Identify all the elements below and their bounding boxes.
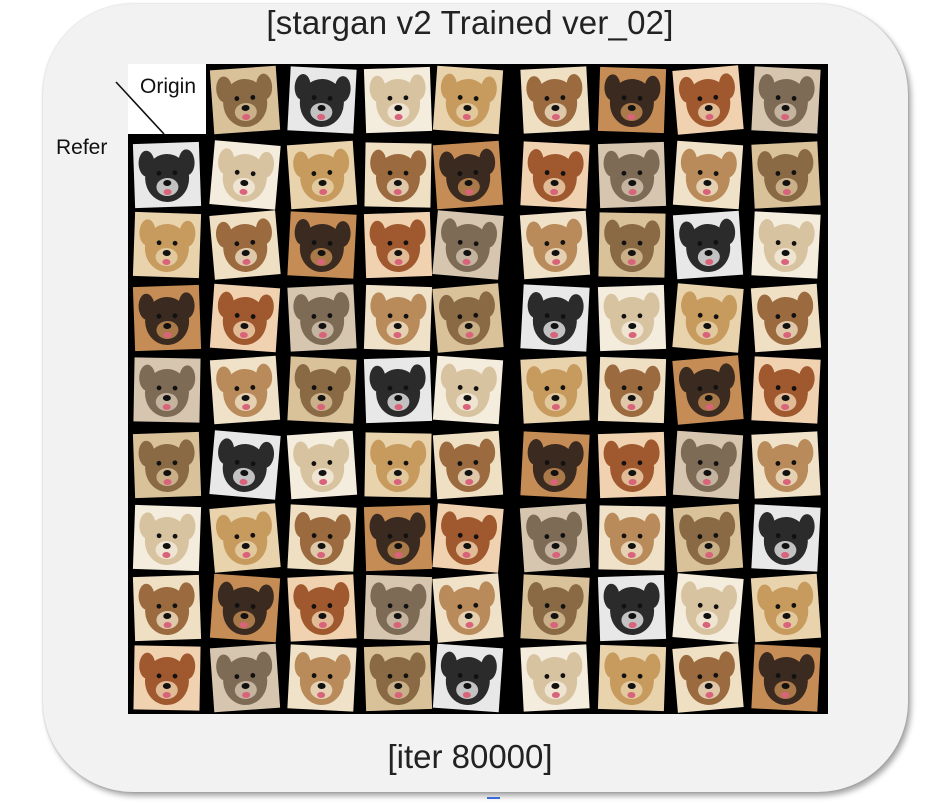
- dog-photo-r1-c6: [597, 141, 667, 209]
- dog-photo-r8-c3: [363, 644, 433, 712]
- dog-photo-r8-c8: [751, 644, 821, 712]
- dog-photo-r3-c6: [597, 284, 667, 352]
- dog-photo-r0-c6: [597, 66, 667, 134]
- dog-photo-r1-c7: [672, 140, 744, 210]
- dog-photo-r2-c5: [519, 210, 591, 280]
- dog-photo-r0-c3: [363, 66, 433, 134]
- dog-photo-r3-c1: [209, 283, 281, 353]
- dog-photo-r1-c4: [432, 140, 504, 210]
- dog-photo-r0-c8: [751, 66, 821, 134]
- dog-photo-r8-c2: [287, 644, 357, 712]
- dog-photo-r0-c2: [287, 66, 357, 134]
- dog-photo-r8-c0: [133, 645, 201, 711]
- dog-photo-r0-c4: [432, 65, 504, 135]
- dog-photo-r6-c8: [751, 504, 821, 572]
- dog-photo-r6-c0: [132, 504, 202, 572]
- dog-photo-r7-c4: [432, 573, 504, 643]
- dog-photo-r8-c7: [672, 643, 744, 713]
- dog-photo-r6-c7: [672, 503, 744, 573]
- dog-photo-r0-c7: [672, 65, 744, 135]
- dog-photo-r4-c0: [133, 357, 201, 423]
- corner-diagonal-line: [115, 81, 165, 135]
- dog-photo-r5-c8: [751, 431, 821, 499]
- dog-photo-r3-c0: [132, 284, 202, 352]
- dog-photo-r1-c2: [286, 140, 358, 210]
- dog-photo-r2-c3: [363, 211, 433, 279]
- grid-corner: [128, 64, 206, 134]
- iteration-label: [iter 80000]: [387, 738, 553, 775]
- dog-photo-r1-c3: [364, 142, 432, 208]
- dog-photo-r2-c7: [672, 210, 744, 280]
- dog-photo-r0-c5: [520, 66, 590, 134]
- dog-photo-r2-c2: [287, 211, 357, 279]
- dog-photo-r2-c1: [209, 210, 281, 280]
- dog-photo-r2-c8: [751, 211, 821, 279]
- dog-photo-r2-c4: [432, 210, 504, 280]
- dog-photo-r8-c4: [432, 643, 504, 713]
- dog-photo-r3-c8: [750, 283, 822, 353]
- dog-photo-r7-c7: [672, 573, 744, 643]
- refer-label: Refer: [56, 136, 108, 159]
- dog-photo-r4-c7: [672, 355, 744, 425]
- dog-photo-r6-c5: [519, 503, 591, 573]
- dog-photo-r4-c4: [432, 355, 504, 425]
- blue-underline-mark: [487, 797, 500, 799]
- dog-photo-r7-c5: [520, 574, 590, 642]
- dog-photo-r3-c3: [363, 284, 433, 352]
- dog-photo-r8-c1: [209, 643, 281, 713]
- dog-photo-r1-c5: [520, 141, 590, 209]
- dog-photo-r6-c6: [598, 505, 666, 571]
- dog-photo-r4-c8: [751, 356, 821, 424]
- dog-photo-r3-c5: [520, 284, 590, 352]
- dog-photo-r1-c8: [751, 141, 821, 209]
- dog-photo-r0-c1: [209, 65, 281, 135]
- page-title: [stargan v2 Trained ver_02]: [266, 4, 674, 41]
- dog-photo-r6-c1: [209, 503, 281, 573]
- origin-label: Origin: [140, 75, 197, 98]
- dog-photo-r8-c6: [597, 644, 667, 712]
- dog-photo-r4-c3: [363, 356, 433, 424]
- dog-photo-r1-c0: [132, 141, 202, 209]
- dog-photo-r5-c5: [520, 431, 590, 499]
- dog-photo-r3-c4: [432, 283, 504, 353]
- dog-photo-r4-c6: [597, 356, 667, 424]
- dog-photo-r6-c2: [287, 504, 357, 572]
- dog-photo-r6-c4: [432, 503, 504, 573]
- dog-photo-r7-c2: [287, 574, 357, 642]
- dog-photo-r6-c3: [363, 504, 433, 572]
- dog-photo-r8-c5: [520, 644, 590, 712]
- dog-photo-r4-c2: [287, 356, 357, 424]
- dog-photo-r7-c1: [209, 573, 281, 643]
- dog-photo-r5-c4: [432, 430, 504, 500]
- dog-photo-r2-c0: [132, 211, 202, 279]
- dog-photo-r4-c1: [209, 355, 281, 425]
- dog-photo-r5-c1: [209, 430, 281, 500]
- dog-photo-r5-c3: [364, 432, 432, 498]
- dog-photo-r7-c3: [363, 574, 433, 642]
- dog-photo-r5-c0: [132, 431, 202, 499]
- dog-photo-r4-c5: [520, 356, 590, 424]
- dog-photo-r2-c6: [598, 212, 666, 278]
- dog-photo-r3-c7: [672, 283, 744, 353]
- dog-photo-r1-c1: [209, 140, 281, 210]
- dog-photo-r5-c2: [286, 430, 358, 500]
- dog-photo-r5-c6: [597, 431, 667, 499]
- dog-photo-r5-c7: [672, 430, 744, 500]
- dog-photo-r7-c0: [132, 574, 202, 642]
- dog-photo-r7-c6: [597, 574, 667, 642]
- dog-photo-r3-c2: [287, 284, 357, 352]
- dog-photo-r7-c8: [750, 573, 822, 643]
